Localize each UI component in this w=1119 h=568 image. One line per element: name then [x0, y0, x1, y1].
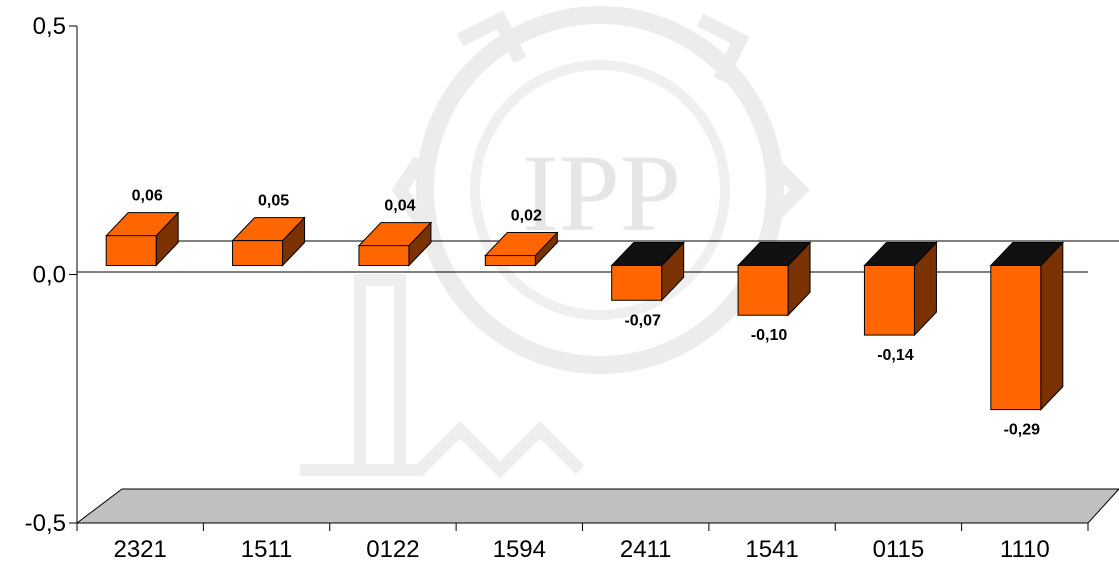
category-label: 1511 [241, 536, 293, 563]
bar [484, 255, 536, 266]
bar [611, 265, 663, 301]
category-label: 1594 [493, 536, 546, 563]
category-label: 2411 [620, 536, 672, 563]
data-label: -0,07 [624, 312, 661, 329]
data-label: -0,10 [751, 327, 788, 344]
category-label: 1110 [1000, 536, 1050, 563]
category-label: 0115 [873, 536, 925, 563]
watermark-logo: IPP [300, 6, 810, 479]
category-label: 0122 [366, 536, 419, 563]
bar-series [105, 211, 1064, 411]
y-axis-ticks: 0,5 0,0 -0,5 [25, 13, 77, 537]
bar [232, 240, 284, 266]
y-tick-label: -0,5 [25, 510, 66, 537]
x-axis-ticks [76, 523, 1089, 531]
data-label: 0,05 [258, 193, 289, 210]
bar [737, 265, 789, 316]
y-tick-label: 0,5 [33, 13, 66, 40]
data-label: 0,06 [132, 188, 163, 205]
data-label: -0,14 [877, 347, 914, 364]
data-label: -0,29 [1004, 422, 1041, 439]
data-labels: 0,06 0,05 0,04 0,02 -0,07 -0,10 -0,14 -0,29 [132, 188, 1041, 439]
y-tick-label: 0,0 [33, 262, 66, 289]
chart-floor [75, 488, 1119, 524]
bar [990, 265, 1042, 411]
bar [105, 235, 157, 266]
data-label: 0,04 [384, 198, 415, 215]
category-label: 2321 [113, 536, 166, 563]
category-label: 1541 [745, 536, 798, 563]
bar-side [1040, 241, 1064, 411]
bar [358, 245, 410, 266]
category-labels: 2321 1511 0122 1594 2411 1541 0115 1110 [113, 536, 1049, 563]
bar [863, 265, 915, 336]
data-label: 0,02 [511, 208, 542, 225]
